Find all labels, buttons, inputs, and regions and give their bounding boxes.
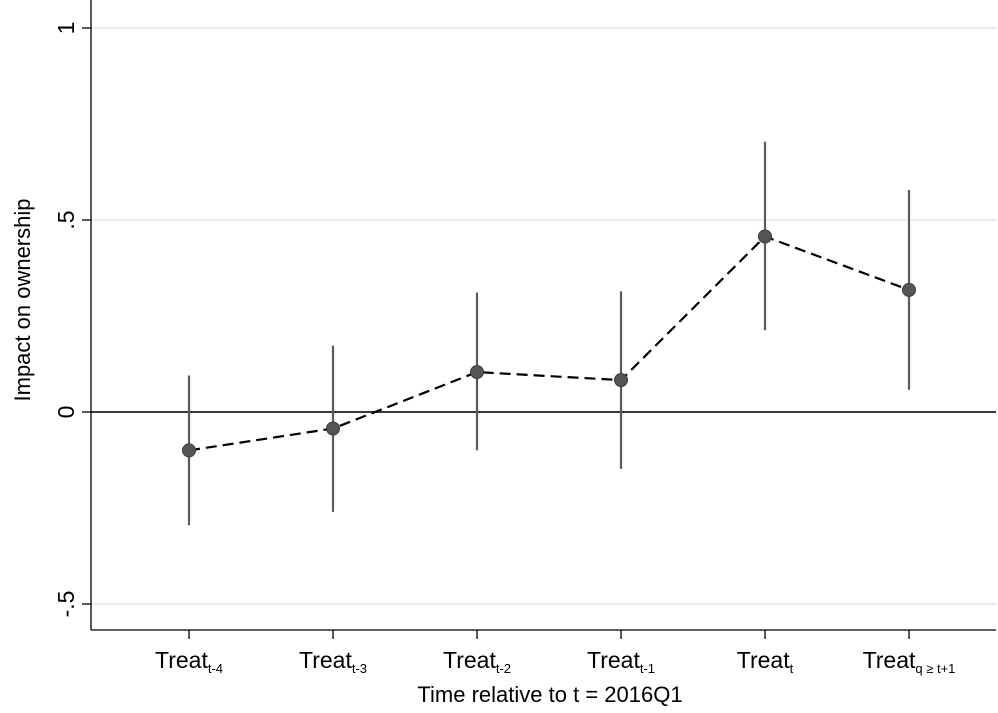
x-tick-label-base: Treat (587, 647, 640, 673)
connector-line (188, 235, 910, 452)
x-tick-label: Treatt-1 (587, 647, 655, 676)
y-tick-label: 0 (53, 406, 79, 419)
point-estimate (902, 282, 916, 297)
y-tick-labels: -.5 0 .5 1 (53, 22, 79, 618)
y-axis-title: Impact on ownership (10, 199, 35, 402)
x-tick-label-subscript: t-3 (352, 661, 367, 676)
x-tick-label-base: Treat (155, 647, 208, 673)
y-tick-label: .5 (53, 210, 79, 229)
x-tick-label-subscript: t (790, 661, 794, 676)
dashed-connector (188, 235, 910, 452)
axes (82, 0, 996, 639)
x-tick-label-base: Treat (299, 647, 352, 673)
point-estimate (182, 443, 196, 458)
x-tick-label-base: Treat (443, 647, 496, 673)
point-estimates (182, 229, 916, 458)
x-tick-label-subscript: t-1 (640, 661, 655, 676)
x-tick-label-subscript: t-4 (208, 661, 223, 676)
point-estimate (614, 373, 628, 388)
x-tick-labels: Treatt-4 Treatt-3 Treatt-2 Treatt-1 Treatt Tr… (155, 647, 955, 676)
gridlines (91, 27, 996, 605)
x-tick-label: Treatq ≥ t+1 (863, 647, 956, 676)
point-estimate (758, 229, 772, 244)
y-tick-label: 1 (53, 22, 79, 35)
x-tick-label-subscript: q ≥ t+1 (915, 661, 955, 676)
x-tick-label-base: Treat (737, 647, 790, 673)
point-estimate (470, 365, 484, 380)
point-estimate (326, 421, 340, 436)
y-tick-label: -.5 (53, 591, 79, 618)
x-axis-title: Time relative to t = 2016Q1 (417, 682, 682, 707)
x-tick-label-subscript: t-2 (496, 661, 511, 676)
x-tick-label: Treatt-3 (299, 647, 367, 676)
x-tick-label-base: Treat (863, 647, 916, 673)
x-tick-label: Treatt-4 (155, 647, 223, 676)
x-tick-label: Treatt-2 (443, 647, 511, 676)
x-tick-label: Treatt (737, 647, 794, 676)
